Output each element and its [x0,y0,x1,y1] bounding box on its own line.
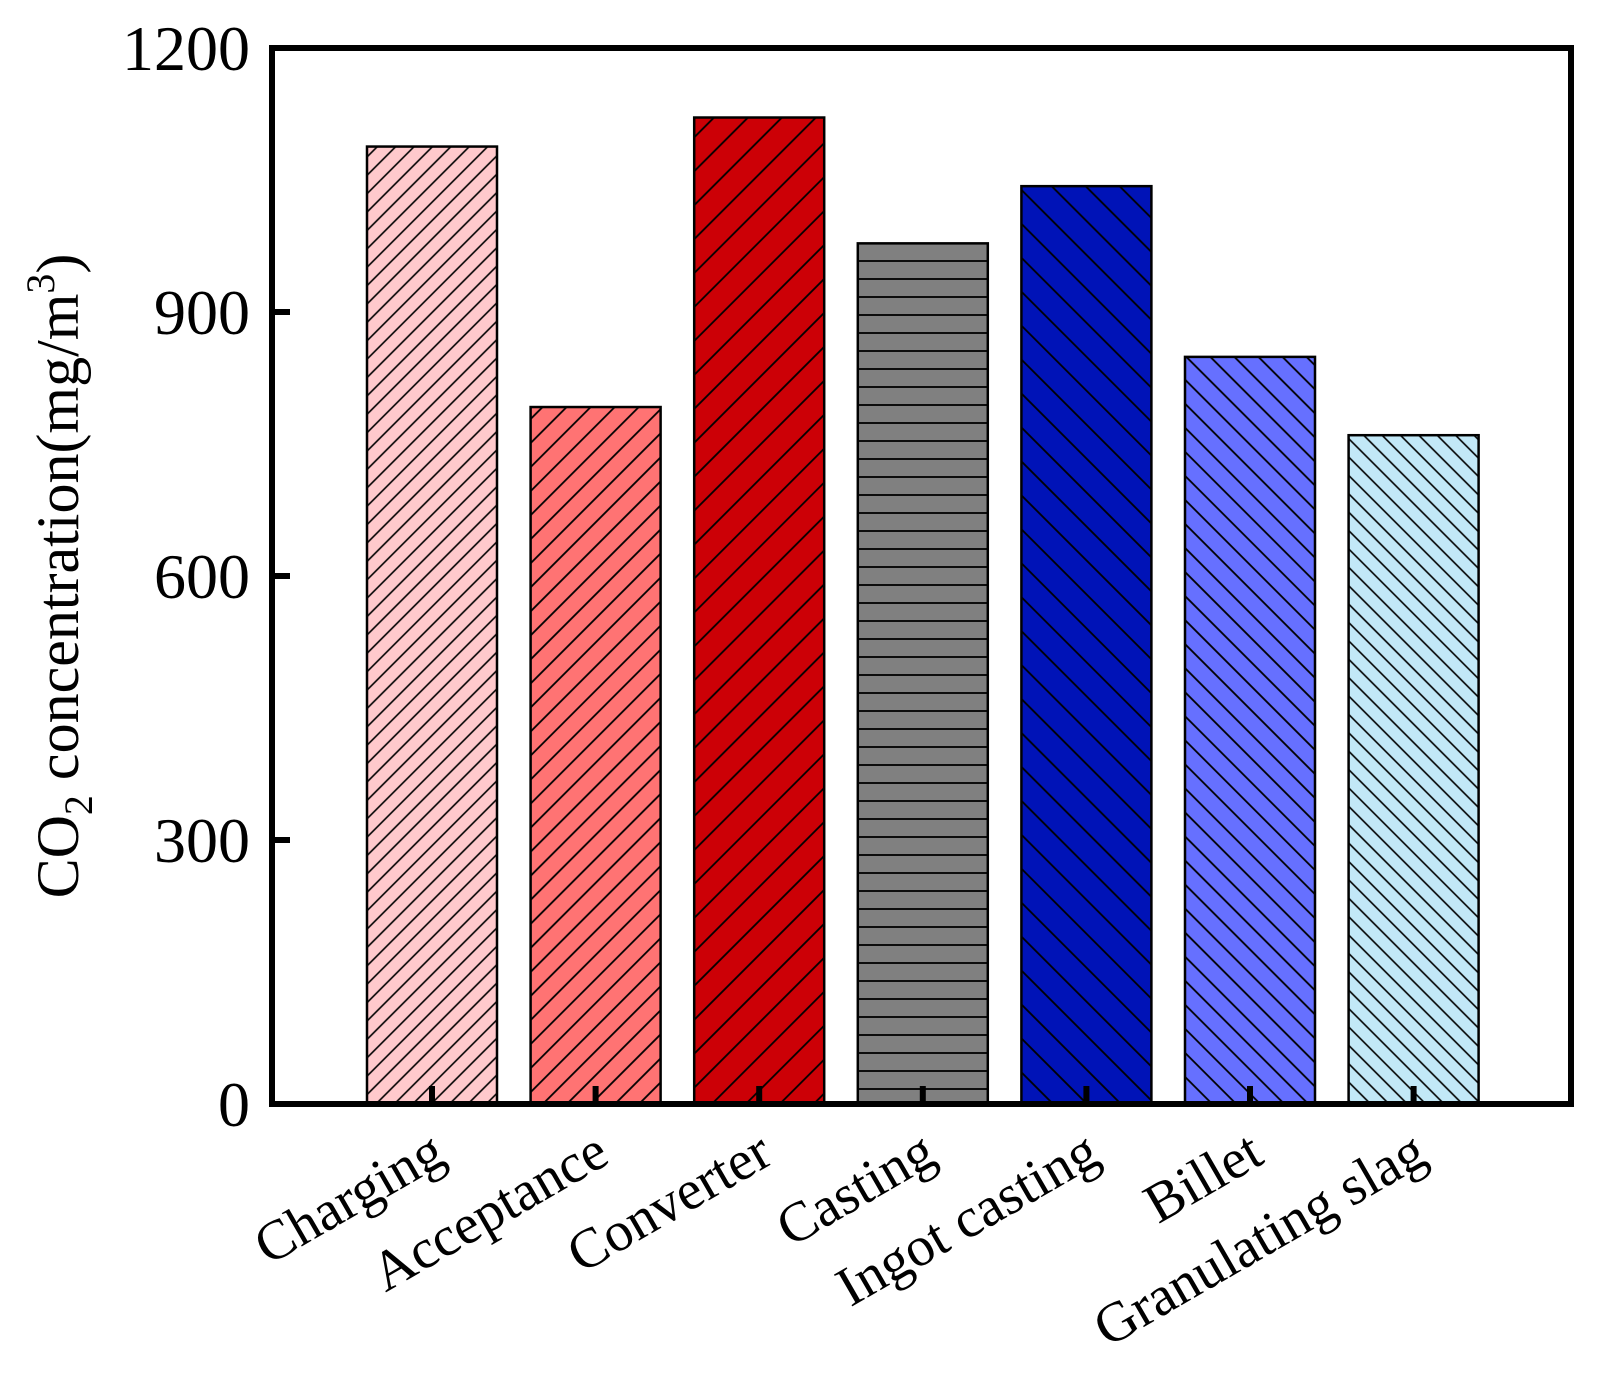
y-tick-label-600: 600 [154,541,250,612]
y-tick-label-1200: 1200 [122,13,250,84]
bar-granulating-slag [1347,433,1480,1106]
y-ticks-layer: 0 300 600 900 1200 [122,13,290,1140]
bar-acceptance [529,405,662,1106]
y-tick-label-300: 300 [154,805,250,876]
y-tick-label-900: 900 [154,277,250,348]
y-tick-label-0: 0 [218,1069,250,1140]
bar-charging [365,145,499,1106]
y-axis-title-middle: concentration(mg/m [25,294,91,796]
bar-casting [856,242,990,1106]
y-axis-title: CO2 concentration(mg/m3) [18,254,101,899]
y-axis-title-prefix: CO [25,815,91,898]
bar-ingot-casting [1020,184,1153,1106]
x-labels-layer: ChargingAcceptanceConverterCastingIngot … [244,1119,1436,1359]
y-axis-title-suffix: ) [25,254,91,274]
bars-layer [365,116,1480,1106]
bar-converter [692,116,826,1106]
y-axis-title-subscript: 2 [56,795,101,815]
bar-billet [1183,355,1317,1106]
y-axis-title-superscript: 3 [18,274,63,294]
x-ticks-layer [429,1086,1417,1104]
